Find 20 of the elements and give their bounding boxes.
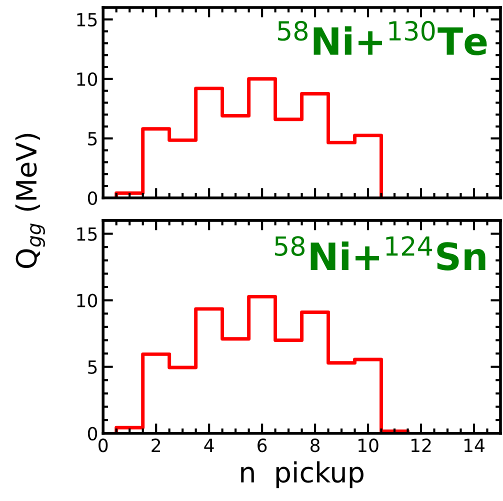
- annotation: $^{58}$Ni+$^{130}$Te: [278, 20, 487, 56]
- y-tick-label: 10: [77, 294, 98, 308]
- x-axis-title: n pickup: [241, 461, 364, 488]
- y-tick-label: 15: [77, 227, 97, 241]
- x-tick-label: 12: [412, 438, 431, 452]
- x-tick-label: 8: [310, 438, 320, 452]
- y-tick-label: 5: [88, 360, 97, 374]
- x-tick-label: 2: [152, 438, 160, 452]
- y-tick-label: 5: [88, 132, 97, 146]
- y-tick-label: 15: [77, 13, 97, 27]
- x-tick-label: 0: [98, 438, 108, 452]
- x-tick-label: 6: [258, 438, 267, 452]
- annotation: $^{58}$Ni+$^{124}$Sn: [274, 236, 486, 270]
- x-tick-label: 4: [204, 438, 214, 452]
- y-axis-title: Q$_{gg}$ (MeV): [15, 134, 45, 268]
- y-tick-label: 0: [88, 191, 98, 206]
- y-tick-label: 0: [88, 426, 98, 440]
- x-tick-label: 10: [358, 438, 378, 452]
- x-tick-label: 14: [464, 438, 484, 452]
- y-tick-label: 10: [77, 72, 98, 86]
